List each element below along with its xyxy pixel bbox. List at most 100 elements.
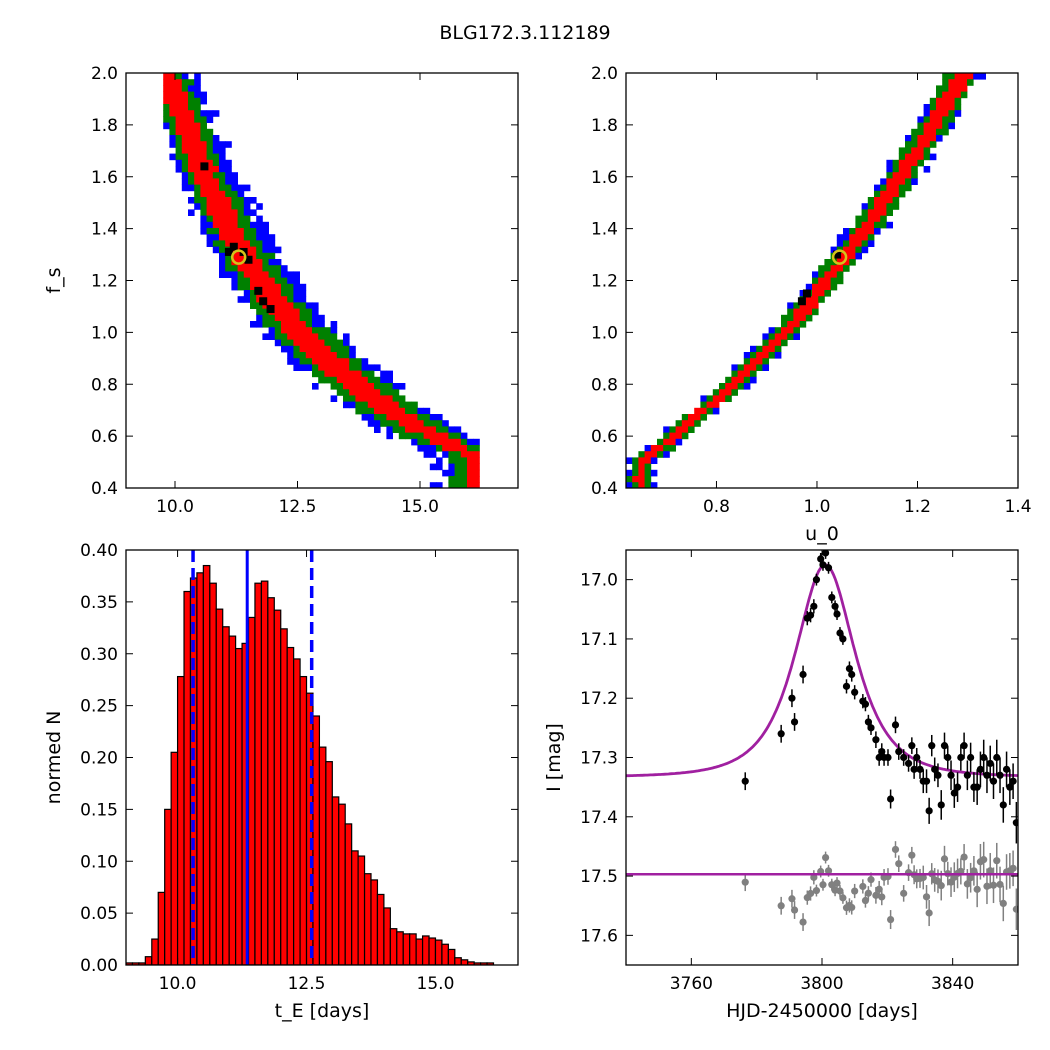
tE_fs-cell <box>213 178 220 185</box>
lightcurve-residual-point <box>1000 900 1007 907</box>
tE_fs-cell <box>182 123 189 130</box>
tE_fs-cell <box>343 371 350 378</box>
tE_fs-cell <box>399 395 406 402</box>
u0_fs-cell <box>762 358 769 365</box>
tE_fs-cell <box>275 309 282 316</box>
lightcurve-residual-point <box>908 852 915 859</box>
tE_fs-cell <box>194 73 201 80</box>
u0_fs-ytick-label: 1.2 <box>591 272 618 292</box>
tE_fs-cell <box>287 327 294 334</box>
u0_fs-cell <box>750 364 757 371</box>
u0_fs-ytick-label: 2.0 <box>591 64 618 84</box>
u0_fs-cell <box>682 426 689 433</box>
tE_fs-cell <box>256 240 263 247</box>
tE_fs-cell <box>182 98 189 105</box>
tE_fs-cell <box>169 85 176 92</box>
u0_fs-cell <box>824 278 831 285</box>
tE_fs-cell <box>200 185 207 192</box>
u0_fs-cell <box>793 315 800 322</box>
u0_fs-cell <box>750 377 757 384</box>
u0_fs-cell <box>942 92 949 99</box>
tE_fs-cell <box>293 333 300 340</box>
tE_hist-ylabel: normed N <box>43 711 65 805</box>
u0_fs-cell <box>948 104 955 111</box>
tE_fs-cell <box>269 278 276 285</box>
tE_fs-ytick-label: 0.6 <box>91 427 118 447</box>
tE_fs-cell <box>207 191 214 198</box>
u0_fs-cell <box>800 315 807 322</box>
u0_fs-cell <box>750 352 757 359</box>
tE_fs-cell <box>194 79 201 86</box>
tE_fs-cell <box>362 389 369 396</box>
tE_fs-cell <box>368 377 375 384</box>
tE_fs-cell <box>169 104 176 111</box>
tE_fs-cell <box>225 166 232 173</box>
tE_fs-cell <box>405 426 412 433</box>
u0_fs-cell <box>775 346 782 353</box>
lightcurve-data-point <box>813 576 820 583</box>
tE_fs-cell <box>231 216 238 223</box>
u0_fs-cell <box>855 228 862 235</box>
tE_hist-ytick-label: 0.40 <box>80 541 118 561</box>
u0_fs-cell <box>787 302 794 309</box>
lightcurve-data-point <box>934 772 941 779</box>
tE_fs-cell <box>250 209 257 216</box>
u0_fs-cell <box>917 141 924 148</box>
lightcurve-xtick-label: 3800 <box>800 974 843 994</box>
tE_fs-cell <box>269 321 276 328</box>
tE_fs-cell <box>213 222 220 229</box>
u0_fs-cell <box>818 296 825 303</box>
u0_fs-cell <box>731 383 738 390</box>
tE_fs-cell <box>343 352 350 359</box>
tE_fs-cell <box>256 265 263 272</box>
tE_fs-cell <box>244 197 251 204</box>
tE_fs-cell <box>219 209 226 216</box>
tE_fs-cell <box>269 234 276 241</box>
u0_fs-cell <box>837 240 844 247</box>
u0_fs-cell <box>917 123 924 130</box>
u0_fs-cell <box>707 395 714 402</box>
tE_fs-cell <box>442 451 449 458</box>
tE_fs-cell <box>331 358 338 365</box>
u0_fs-cell <box>800 309 807 316</box>
u0_fs-cell <box>917 154 924 161</box>
tE_fs-cell <box>331 333 338 340</box>
tE_hist-bar <box>281 629 287 965</box>
u0_fs-cell <box>781 321 788 328</box>
u0_fs-cell <box>886 209 893 216</box>
u0_fs-cell <box>818 284 825 291</box>
tE_fs-cell <box>393 389 400 396</box>
tE_fs-cell <box>380 383 387 390</box>
u0_fs-cell <box>955 73 962 80</box>
tE_fs-cell <box>194 110 201 117</box>
u0_fs-cell <box>880 203 887 210</box>
u0_fs-cell <box>911 172 918 179</box>
tE_fs-cell <box>306 315 313 322</box>
u0_fs-cell <box>682 420 689 427</box>
tE_fs-cell <box>448 470 455 477</box>
tE_hist-bar <box>326 762 332 965</box>
tE_hist-bar <box>249 617 255 965</box>
tE_fs-cell <box>386 433 393 440</box>
tE_fs-cell <box>176 110 183 117</box>
tE_fs-cell <box>281 302 288 309</box>
tE_fs-cell <box>386 426 393 433</box>
tE_fs-cell <box>417 426 424 433</box>
tE_fs-cell <box>188 123 195 130</box>
u0_fs-cell <box>750 371 757 378</box>
u0_fs-cell <box>905 135 912 142</box>
u0_fs-cell <box>911 166 918 173</box>
tE_hist-bar <box>152 939 158 965</box>
u0_fs-cell <box>731 377 738 384</box>
tE_fs-cell <box>182 92 189 99</box>
tE_fs-cell <box>424 414 431 421</box>
tE_fs-cell <box>194 166 201 173</box>
tE_fs-cell <box>349 383 356 390</box>
u0_fs-cell <box>942 110 949 117</box>
tE_fs-cell <box>169 135 176 142</box>
tE_fs-cell <box>455 464 462 471</box>
tE_fs-cell <box>238 234 245 241</box>
tE_fs-cell <box>200 178 207 185</box>
tE_fs-cell <box>194 116 201 123</box>
tE_fs-cell <box>219 247 226 254</box>
